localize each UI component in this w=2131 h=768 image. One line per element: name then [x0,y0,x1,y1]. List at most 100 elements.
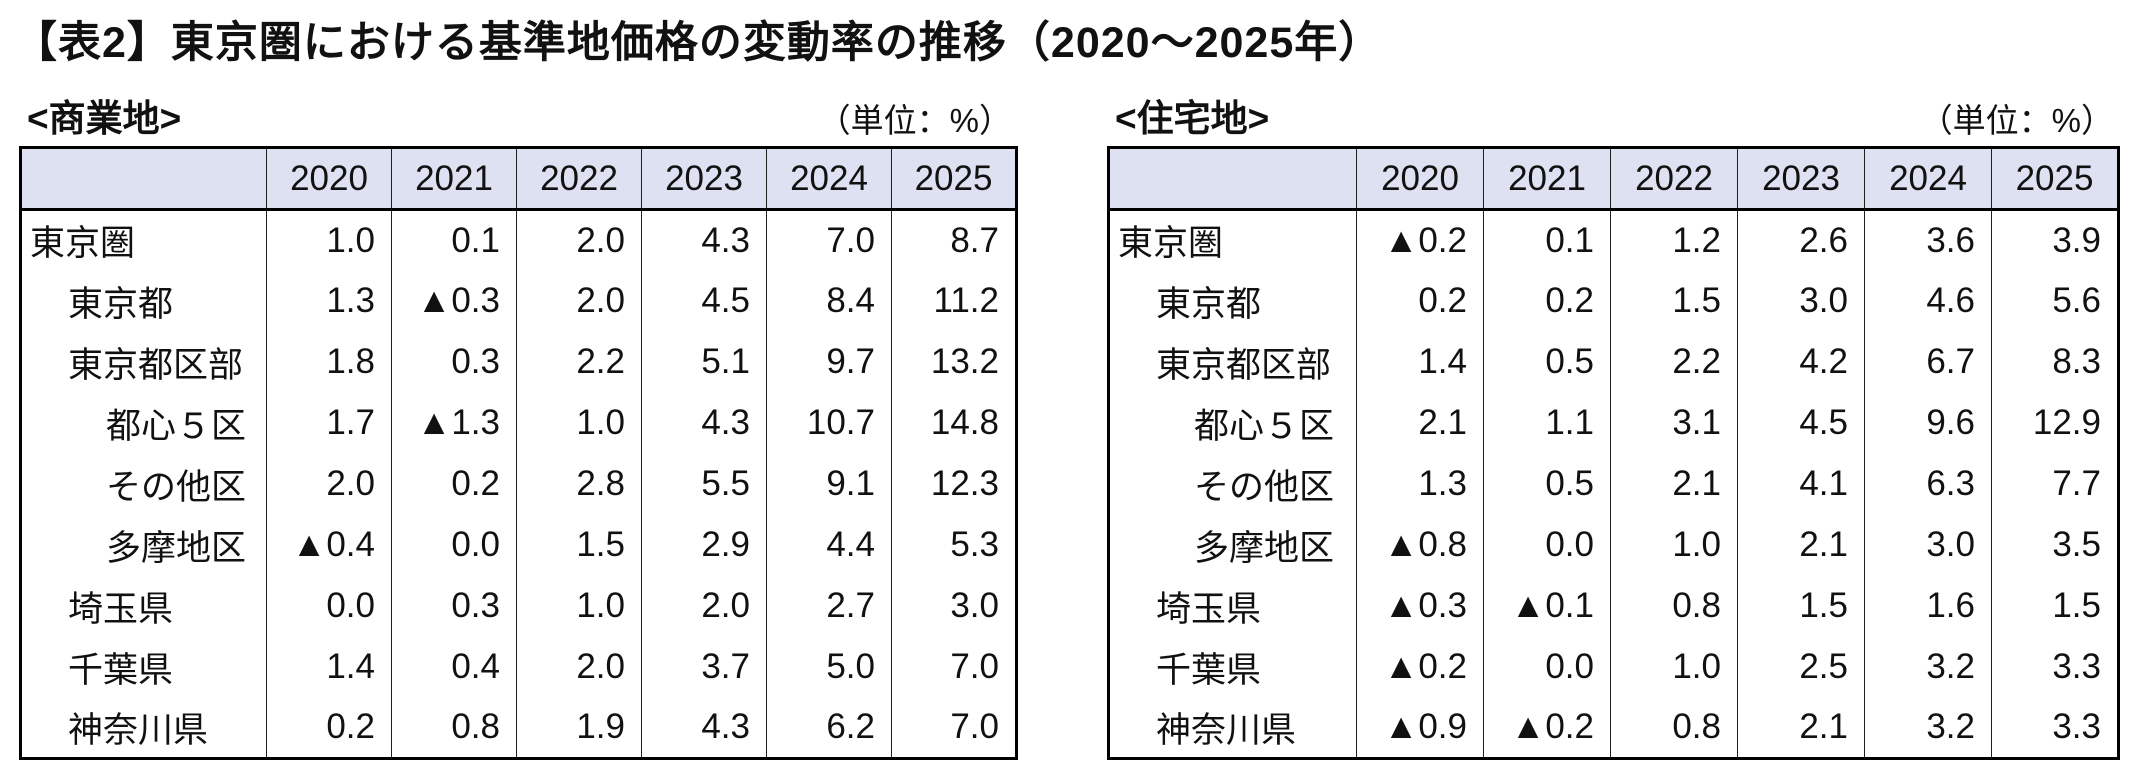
value-cell: 4.1 [1737,453,1865,515]
row-label-cell: 東京圏 [30,224,136,264]
value-cell: 4.5 [1737,392,1865,454]
value-cell: 0.0 [266,575,392,637]
value-cell: 1.0 [266,209,392,271]
value-cell: 3.7 [641,636,767,698]
header-row: 2020 2021 2022 2023 2024 2025 [20,147,1017,211]
row-label-cell: 神奈川県 [1156,710,1297,750]
value-cell: 0.4 [391,636,517,698]
row-label-cell: 東京都区部 [68,345,244,385]
value-cell: ▲0.1 [1483,575,1611,637]
year-header-cell: 2021 [1483,147,1611,211]
value-cell: 2.0 [516,209,642,271]
value-cell: 2.1 [1610,453,1738,515]
value-cell: 0.3 [391,575,517,637]
value-cell: 0.0 [1483,636,1611,698]
commercial-section-label: <商業地> [27,98,182,139]
value-cell: 3.0 [1737,270,1865,332]
value-cell: 13.2 [891,331,1017,393]
year-header-cell: 2025 [891,147,1017,211]
value-cell: 0.8 [1610,697,1738,759]
table-row: 東京圏 1.0 0.1 2.0 4.3 7.0 8.7 [21,209,1017,271]
header-row: 2020 2021 2022 2023 2024 2025 [1108,147,2119,211]
row-label-cell: 埼玉県 [1156,589,1262,629]
table-row: 神奈川県 ▲0.9 ▲0.2 0.8 2.1 3.2 3.3 [1109,697,2119,759]
year-header-cell: 2022 [1610,147,1738,211]
value-cell: 0.1 [1483,209,1611,271]
commercial-unit-label: （単位：%） [817,102,1012,139]
value-cell: 0.2 [266,697,392,759]
row-label-cell: 都心５区 [106,406,247,446]
value-cell: 3.6 [1864,209,1992,271]
value-cell: 2.0 [516,270,642,332]
value-cell: 2.6 [1737,209,1865,271]
value-cell: 2.0 [516,636,642,698]
value-cell: 1.4 [1356,331,1484,393]
value-cell: 6.2 [766,697,892,759]
value-cell: 2.7 [766,575,892,637]
value-cell: 5.5 [641,453,767,515]
value-cell: 3.9 [1991,209,2119,271]
residential-unit-label: （単位：%） [1919,102,2114,139]
value-cell: 2.5 [1737,636,1865,698]
value-cell: 3.0 [891,575,1017,637]
commercial-section-header: <商業地> （単位：%） [19,96,1018,146]
value-cell: 3.2 [1864,697,1992,759]
residential-section-header: <住宅地> （単位：%） [1107,96,2120,146]
value-cell: ▲0.3 [1356,575,1484,637]
value-cell: 4.5 [641,270,767,332]
row-label-cell: 東京都区部 [1156,345,1332,385]
value-cell: 12.9 [1991,392,2119,454]
year-header-cell: 2024 [766,147,892,211]
value-cell: 1.1 [1483,392,1611,454]
row-label-cell: 東京都 [1156,284,1262,324]
value-cell: 2.0 [266,453,392,515]
value-cell: 5.3 [891,514,1017,576]
value-cell: 1.9 [516,697,642,759]
year-header-cell: 2021 [391,147,517,211]
table-row: 千葉県 1.4 0.4 2.0 3.7 5.0 7.0 [21,636,1017,698]
value-cell: 10.7 [766,392,892,454]
value-cell: 0.5 [1483,453,1611,515]
value-cell: ▲0.4 [266,514,392,576]
value-cell: 0.2 [391,453,517,515]
value-cell: 9.1 [766,453,892,515]
row-label-header-cell [1108,147,1357,211]
value-cell: 4.3 [641,392,767,454]
value-cell: 3.3 [1991,697,2119,759]
value-cell: 2.1 [1737,514,1865,576]
value-cell: 0.8 [391,697,517,759]
value-cell: 8.4 [766,270,892,332]
value-cell: 0.0 [391,514,517,576]
value-cell: 1.3 [1356,453,1484,515]
value-cell: 1.3 [266,270,392,332]
value-cell: 1.0 [516,575,642,637]
row-label-cell: 千葉県 [68,650,174,690]
value-cell: 0.1 [391,209,517,271]
value-cell: 9.7 [766,331,892,393]
value-cell: 4.3 [641,697,767,759]
commercial-land-table: 2020 2021 2022 2023 2024 2025 東京圏 1.0 0.1 2.0 4.3… [19,146,1018,760]
row-label-cell: その他区 [106,467,247,507]
value-cell: 3.0 [1864,514,1992,576]
value-cell: 0.8 [1610,575,1738,637]
value-cell: 1.5 [1991,575,2119,637]
residential-section-label: <住宅地> [1115,98,1270,139]
table-row: 埼玉県 ▲0.3 ▲0.1 0.8 1.5 1.6 1.5 [1109,575,2119,637]
value-cell: 14.8 [891,392,1017,454]
table-row: 都心５区 1.7 ▲1.3 1.0 4.3 10.7 14.8 [21,392,1017,454]
year-header-cell: 2020 [266,147,392,211]
value-cell: 4.3 [641,209,767,271]
table-row: 都心５区 2.1 1.1 3.1 4.5 9.6 12.9 [1109,392,2119,454]
value-cell: 0.2 [1356,270,1484,332]
value-cell: ▲0.9 [1356,697,1484,759]
table-row: 多摩地区 ▲0.8 0.0 1.0 2.1 3.0 3.5 [1109,514,2119,576]
table-row: 神奈川県 0.2 0.8 1.9 4.3 6.2 7.0 [21,697,1017,759]
table-row: 東京都区部 1.4 0.5 2.2 4.2 6.7 8.3 [1109,331,2119,393]
value-cell: 6.7 [1864,331,1992,393]
value-cell: 7.0 [766,209,892,271]
row-label-cell: 東京圏 [1118,224,1224,264]
value-cell: 5.6 [1991,270,2119,332]
year-header-cell: 2020 [1356,147,1484,211]
value-cell: 12.3 [891,453,1017,515]
